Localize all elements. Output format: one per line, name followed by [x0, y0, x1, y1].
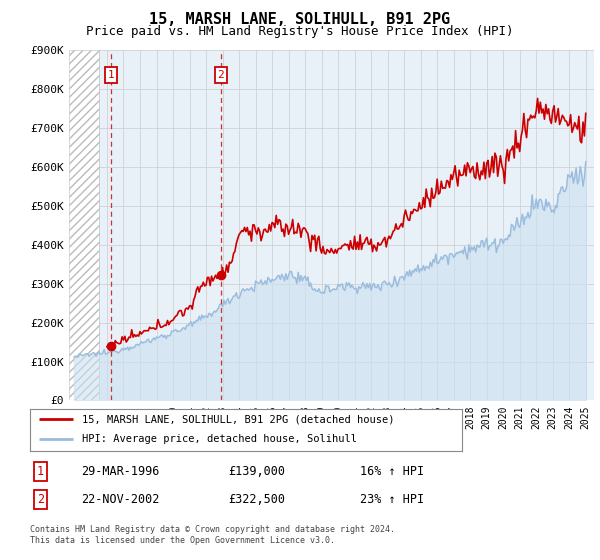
Text: Price paid vs. HM Land Registry's House Price Index (HPI): Price paid vs. HM Land Registry's House … — [86, 25, 514, 38]
Text: 1: 1 — [107, 70, 115, 80]
Text: Contains HM Land Registry data © Crown copyright and database right 2024.
This d: Contains HM Land Registry data © Crown c… — [30, 525, 395, 545]
Text: 15, MARSH LANE, SOLIHULL, B91 2PG: 15, MARSH LANE, SOLIHULL, B91 2PG — [149, 12, 451, 27]
Text: 15, MARSH LANE, SOLIHULL, B91 2PG (detached house): 15, MARSH LANE, SOLIHULL, B91 2PG (detac… — [82, 414, 394, 424]
Text: £322,500: £322,500 — [228, 493, 285, 506]
Text: 2: 2 — [37, 493, 44, 506]
Text: 22-NOV-2002: 22-NOV-2002 — [81, 493, 160, 506]
Text: 23% ↑ HPI: 23% ↑ HPI — [360, 493, 424, 506]
Bar — [69, 50, 99, 400]
Text: HPI: Average price, detached house, Solihull: HPI: Average price, detached house, Soli… — [82, 434, 357, 444]
Text: 2: 2 — [218, 70, 224, 80]
Text: 16% ↑ HPI: 16% ↑ HPI — [360, 465, 424, 478]
Text: £139,000: £139,000 — [228, 465, 285, 478]
Text: 1: 1 — [37, 465, 44, 478]
Bar — [69, 50, 99, 400]
Text: 29-MAR-1996: 29-MAR-1996 — [81, 465, 160, 478]
